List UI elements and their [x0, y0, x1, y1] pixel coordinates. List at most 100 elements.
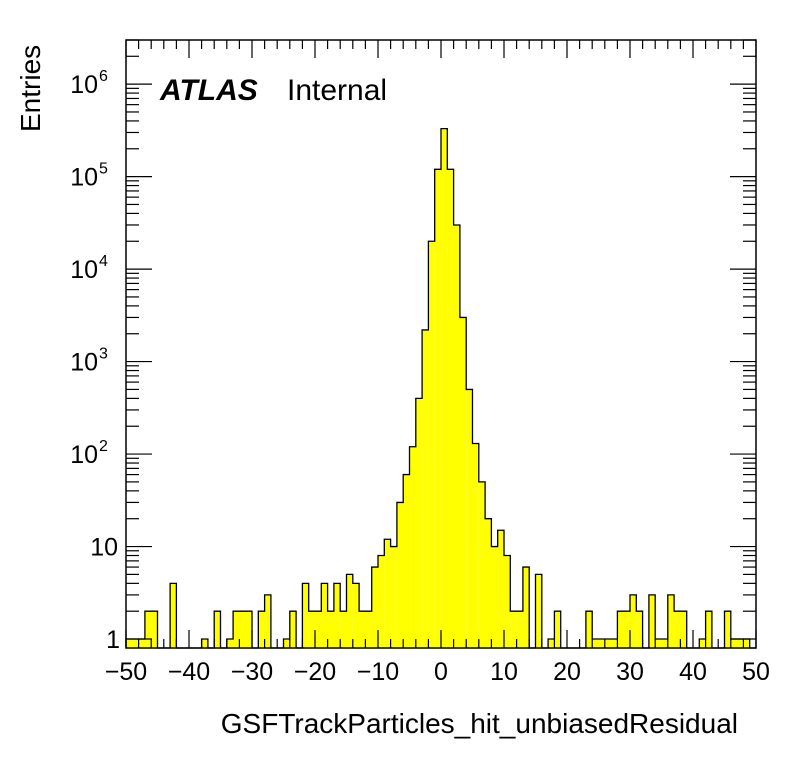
histogram-bar-44: [403, 474, 410, 648]
histogram-bar-48: [428, 241, 435, 648]
y-tick-label: 10: [70, 256, 98, 284]
x-tick-label: 0: [434, 658, 448, 686]
y-tick-label: 1: [106, 626, 120, 654]
x-tick-label: −50: [105, 658, 147, 686]
x-tick-label: 30: [616, 658, 644, 686]
histogram-bar-85: [661, 639, 668, 648]
x-tick-label: 40: [679, 658, 707, 686]
histogram-bar-95: [724, 611, 731, 648]
y-tick-label: 10: [90, 534, 118, 562]
histogram-bar-33: [333, 583, 341, 648]
y-tick-label: 10: [70, 164, 98, 192]
histogram-bar-2: [138, 639, 145, 648]
x-tick-label: −40: [168, 658, 210, 686]
histogram-bar-57: [485, 518, 492, 648]
histogram-bar-74: [592, 639, 599, 648]
y-tick-exponent: 2: [99, 438, 108, 455]
histogram-bar-7: [170, 583, 177, 648]
x-tick-label: 10: [490, 658, 518, 686]
histogram-bar-81: [636, 611, 643, 648]
y-tick-exponent: 5: [99, 161, 108, 178]
histogram-bar-1: [132, 639, 139, 648]
histogram-bar-54: [466, 389, 473, 648]
histogram-bar-84: [655, 639, 662, 648]
y-tick-exponent: 3: [99, 346, 108, 363]
x-axis-title: GSFTrackParticles_hit_unbiasedResidual: [221, 708, 738, 739]
histogram-bar-96: [730, 639, 738, 648]
histogram-bar-4: [151, 611, 158, 648]
histogram-bar-50: [441, 128, 448, 648]
histogram-bar-79: [623, 611, 630, 648]
histogram-bar-34: [340, 611, 347, 648]
histogram-bar-14: [214, 611, 221, 648]
histogram-bar-51: [447, 169, 454, 648]
histogram-bar-25: [283, 639, 290, 648]
histogram-bar-78: [617, 611, 624, 648]
histogram-bar-38: [365, 611, 372, 648]
histogram-bar-60: [504, 555, 511, 648]
histogram-bar-92: [705, 611, 712, 648]
y-tick-exponent: 4: [99, 253, 108, 270]
y-tick-exponent: 6: [99, 68, 108, 85]
histogram-bar-30: [315, 611, 322, 648]
histogram-bar-17: [233, 611, 240, 648]
histogram-bar-42: [390, 546, 397, 648]
histogram-bar-80: [630, 594, 637, 648]
histogram-bar-22: [264, 594, 271, 648]
axis-ticks: [125, 39, 757, 648]
histogram-bar-43: [396, 502, 404, 648]
x-tick-label: −30: [231, 658, 273, 686]
histogram-bar-16: [226, 639, 234, 648]
histogram-bar-32: [327, 611, 334, 648]
histogram-bar-26: [289, 611, 297, 648]
histogram-bar-40: [378, 555, 385, 648]
histogram-bar-49: [434, 169, 441, 648]
histogram-bar-36: [352, 583, 360, 648]
histogram-bar-19: [245, 611, 252, 648]
histogram-bar-56: [478, 481, 486, 648]
histogram-bar-55: [472, 443, 479, 648]
histogram-bar-61: [510, 611, 517, 648]
histogram-bar-29: [308, 611, 315, 648]
atlas-label: ATLAS: [159, 74, 258, 107]
y-tick-label: 10: [70, 349, 98, 377]
histogram-bar-35: [346, 574, 353, 648]
histogram-bar-68: [554, 611, 561, 648]
histogram-bar-12: [201, 639, 208, 648]
histogram-bar-0: [126, 639, 133, 648]
histogram-bar-47: [422, 329, 429, 648]
histogram-bar-76: [604, 639, 612, 648]
x-tick-labels: −50 −40 −30 −20 −10 0 10 20 30 40 50: [105, 658, 770, 686]
histogram-bar-87: [674, 611, 681, 648]
histogram-bar-75: [598, 639, 605, 648]
internal-label: Internal: [287, 74, 387, 107]
histogram-bar-65: [535, 574, 542, 648]
histogram-bar-39: [371, 567, 378, 648]
histogram-bar-63: [522, 567, 530, 648]
histogram-bar-91: [699, 639, 706, 648]
x-tick-label: 20: [553, 658, 581, 686]
histogram-bar-73: [585, 611, 593, 648]
y-tick-label: 10: [70, 441, 98, 469]
histogram-bar-21: [258, 611, 265, 648]
histogram-bar-41: [384, 539, 391, 648]
x-tick-label: −10: [357, 658, 399, 686]
histogram-bar-53: [459, 317, 467, 648]
histogram-bar-86: [667, 594, 675, 648]
histogram-bar-28: [302, 583, 309, 648]
histogram-bar-88: [680, 611, 687, 648]
histogram-bar-45: [409, 446, 416, 648]
y-tick-label: 10: [70, 71, 98, 99]
histogram-bar-59: [497, 530, 504, 648]
histogram-bar-98: [743, 639, 750, 648]
histogram-bar-46: [415, 398, 423, 648]
histogram-bar-62: [516, 611, 523, 648]
histogram-bar-3: [144, 611, 152, 648]
histogram-bar-37: [359, 611, 366, 648]
histogram-bar-77: [611, 639, 618, 648]
histogram-bar-31: [321, 583, 328, 648]
histogram-bar-83: [648, 594, 656, 648]
histogram-bar-18: [239, 611, 246, 648]
histogram-bar-58: [491, 546, 498, 648]
